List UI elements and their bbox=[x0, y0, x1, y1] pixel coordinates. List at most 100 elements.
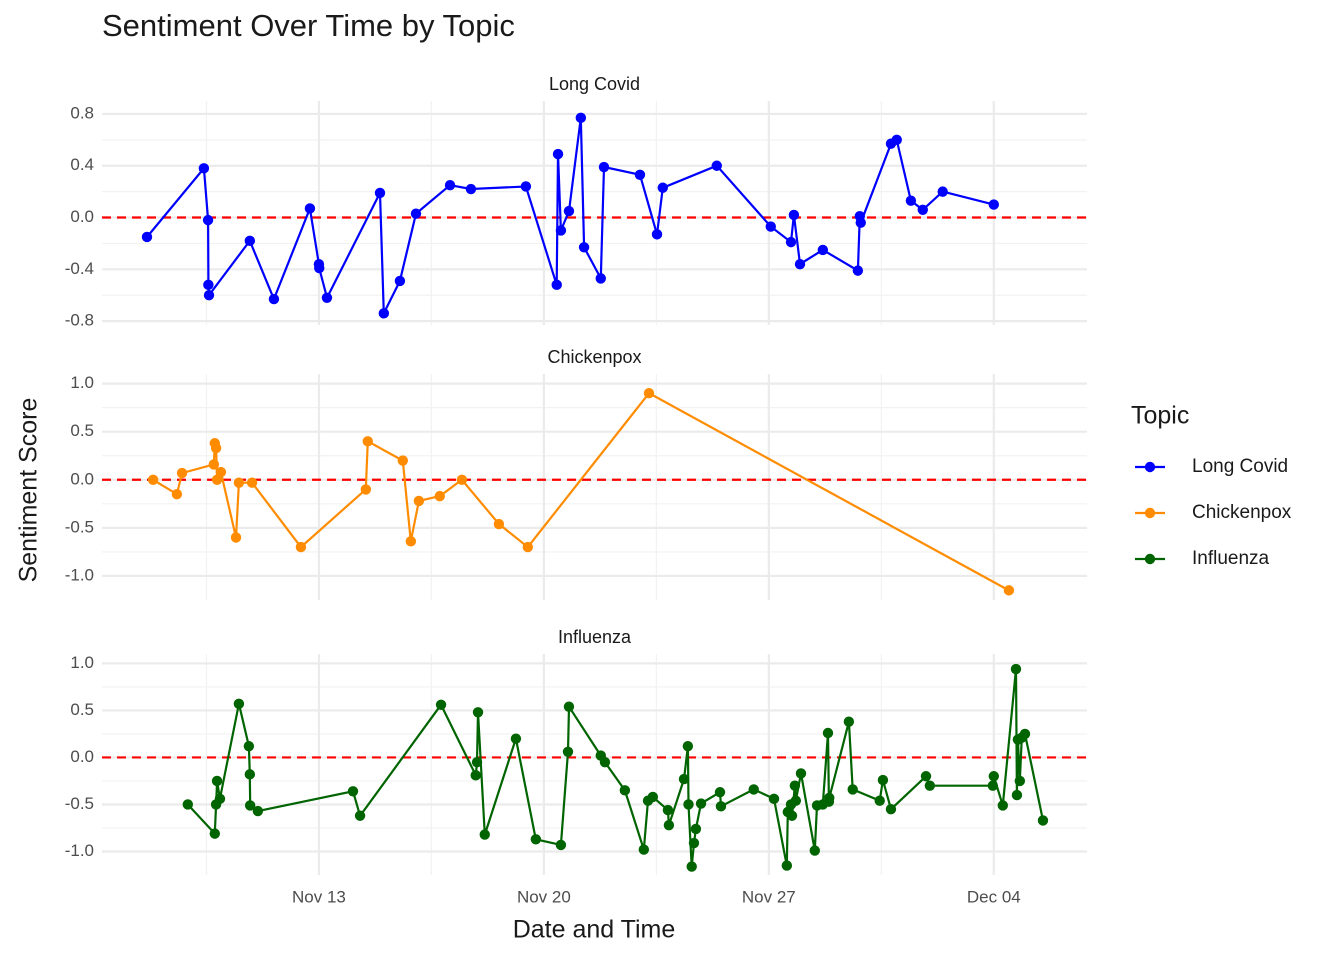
x-tick-label: Dec 04 bbox=[967, 887, 1021, 906]
data-point bbox=[768, 793, 780, 805]
data-point bbox=[465, 183, 477, 195]
data-point bbox=[472, 707, 484, 718]
data-point bbox=[874, 795, 885, 806]
data-point bbox=[824, 792, 835, 804]
data-point bbox=[374, 187, 386, 199]
data-point bbox=[360, 484, 372, 495]
data-point bbox=[182, 799, 194, 810]
facet-label: Chickenpox bbox=[547, 347, 641, 367]
data-point bbox=[905, 195, 917, 206]
data-point bbox=[599, 756, 611, 768]
data-point bbox=[785, 236, 797, 248]
data-point bbox=[688, 837, 700, 849]
data-point bbox=[891, 134, 902, 146]
data-point bbox=[493, 518, 505, 530]
data-point bbox=[410, 208, 422, 219]
y-tick-label: -0.8 bbox=[65, 311, 94, 330]
data-point bbox=[176, 467, 188, 479]
x-tick-label: Nov 13 bbox=[292, 887, 346, 906]
data-point bbox=[634, 169, 646, 181]
data-point bbox=[598, 161, 610, 173]
data-point bbox=[788, 209, 800, 221]
data-point bbox=[678, 773, 690, 785]
data-point bbox=[244, 769, 256, 780]
data-point bbox=[413, 495, 425, 507]
chart-title: Sentiment Over Time by Topic bbox=[102, 8, 515, 43]
data-point bbox=[208, 459, 220, 470]
data-point bbox=[479, 829, 490, 840]
data-point bbox=[471, 756, 483, 768]
data-point bbox=[243, 740, 255, 752]
data-point bbox=[657, 182, 668, 193]
data-point bbox=[551, 279, 562, 291]
data-point bbox=[198, 163, 210, 174]
series-line bbox=[186, 668, 1045, 867]
data-point bbox=[347, 786, 359, 797]
data-point bbox=[244, 235, 256, 247]
data-point bbox=[394, 275, 406, 287]
data-point bbox=[714, 787, 726, 798]
data-point bbox=[314, 262, 325, 274]
data-point bbox=[435, 699, 447, 710]
data-point bbox=[988, 199, 1000, 210]
legend-label: Influenza bbox=[1192, 548, 1270, 569]
data-point bbox=[562, 746, 574, 758]
data-point bbox=[855, 217, 866, 228]
data-point bbox=[843, 716, 855, 727]
data-point bbox=[997, 800, 1009, 811]
data-point bbox=[456, 474, 468, 485]
data-point bbox=[1003, 585, 1015, 596]
data-point bbox=[555, 839, 567, 851]
data-point bbox=[563, 701, 575, 712]
data-point bbox=[809, 845, 820, 856]
x-tick-label: Nov 20 bbox=[517, 887, 571, 906]
legend-dot bbox=[1144, 461, 1156, 473]
data-point bbox=[695, 798, 707, 809]
data-point bbox=[203, 279, 214, 291]
y-tick-label: -0.5 bbox=[65, 517, 94, 536]
data-point bbox=[790, 795, 802, 806]
data-point bbox=[1037, 815, 1049, 826]
data-point bbox=[781, 860, 793, 871]
facet-label: Long Covid bbox=[549, 74, 640, 94]
data-point bbox=[987, 780, 999, 791]
y-tick-label: 0.0 bbox=[70, 469, 94, 488]
data-point bbox=[1014, 775, 1026, 787]
y-tick-label: 0.5 bbox=[70, 700, 94, 719]
data-point bbox=[378, 308, 390, 319]
y-tick-label: 0.4 bbox=[70, 155, 94, 174]
legend-title: Topic bbox=[1131, 402, 1189, 430]
data-point bbox=[444, 179, 456, 191]
data-point bbox=[988, 771, 1000, 782]
data-point bbox=[847, 784, 858, 795]
data-point bbox=[917, 204, 928, 215]
data-point bbox=[1011, 789, 1023, 801]
data-point bbox=[214, 793, 226, 805]
y-tick-label: -0.5 bbox=[65, 794, 94, 813]
data-point bbox=[563, 205, 575, 217]
data-point bbox=[595, 273, 606, 284]
data-point bbox=[690, 823, 702, 835]
data-point bbox=[211, 775, 223, 787]
data-point bbox=[268, 293, 280, 305]
data-point bbox=[937, 186, 948, 197]
data-point bbox=[575, 112, 587, 124]
data-point bbox=[141, 231, 153, 243]
data-point bbox=[295, 541, 307, 553]
data-point bbox=[924, 780, 936, 791]
data-point bbox=[662, 804, 674, 816]
data-point bbox=[203, 290, 215, 301]
data-point bbox=[246, 477, 258, 488]
data-point bbox=[1019, 728, 1031, 740]
x-axis-label: Date and Time bbox=[513, 916, 676, 944]
y-tick-label: 0.8 bbox=[70, 103, 94, 122]
data-point bbox=[647, 791, 659, 803]
data-point bbox=[233, 477, 245, 488]
y-tick-label: -1.0 bbox=[65, 841, 94, 860]
data-point bbox=[877, 774, 889, 786]
legend-label: Chickenpox bbox=[1192, 502, 1292, 523]
x-tick-label: Nov 27 bbox=[742, 887, 796, 906]
data-point bbox=[817, 244, 829, 256]
data-point bbox=[765, 221, 776, 232]
